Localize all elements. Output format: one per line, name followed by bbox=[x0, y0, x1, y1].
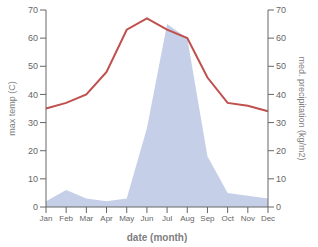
svg-text:50: 50 bbox=[276, 61, 286, 71]
svg-text:Apr: Apr bbox=[100, 214, 113, 223]
svg-text:60: 60 bbox=[28, 33, 38, 43]
svg-text:0: 0 bbox=[276, 202, 281, 212]
svg-text:Feb: Feb bbox=[59, 214, 73, 223]
svg-text:May: May bbox=[119, 214, 134, 223]
svg-text:med. precipitation (kg/m2): med. precipitation (kg/m2) bbox=[297, 56, 307, 160]
svg-text:20: 20 bbox=[276, 146, 286, 156]
svg-text:10: 10 bbox=[28, 174, 38, 184]
svg-text:40: 40 bbox=[276, 90, 286, 100]
svg-text:Jul: Jul bbox=[162, 214, 172, 223]
svg-text:30: 30 bbox=[28, 118, 38, 128]
svg-text:Jan: Jan bbox=[40, 214, 53, 223]
svg-text:max temp (C): max temp (C) bbox=[8, 81, 17, 136]
svg-text:Mar: Mar bbox=[79, 214, 93, 223]
svg-text:date (month): date (month) bbox=[127, 232, 188, 243]
svg-text:60: 60 bbox=[276, 33, 286, 43]
svg-text:10: 10 bbox=[276, 174, 286, 184]
svg-text:Aug: Aug bbox=[180, 214, 194, 223]
svg-text:Jun: Jun bbox=[140, 214, 153, 223]
svg-text:70: 70 bbox=[28, 5, 38, 15]
svg-text:0: 0 bbox=[33, 202, 38, 212]
svg-text:40: 40 bbox=[28, 90, 38, 100]
svg-text:Sep: Sep bbox=[200, 214, 215, 223]
svg-text:Nov: Nov bbox=[241, 214, 255, 223]
svg-text:50: 50 bbox=[28, 61, 38, 71]
svg-text:Oct: Oct bbox=[221, 214, 234, 223]
svg-text:Dec: Dec bbox=[261, 214, 275, 223]
svg-text:70: 70 bbox=[276, 5, 286, 15]
svg-text:30: 30 bbox=[276, 118, 286, 128]
svg-text:20: 20 bbox=[28, 146, 38, 156]
